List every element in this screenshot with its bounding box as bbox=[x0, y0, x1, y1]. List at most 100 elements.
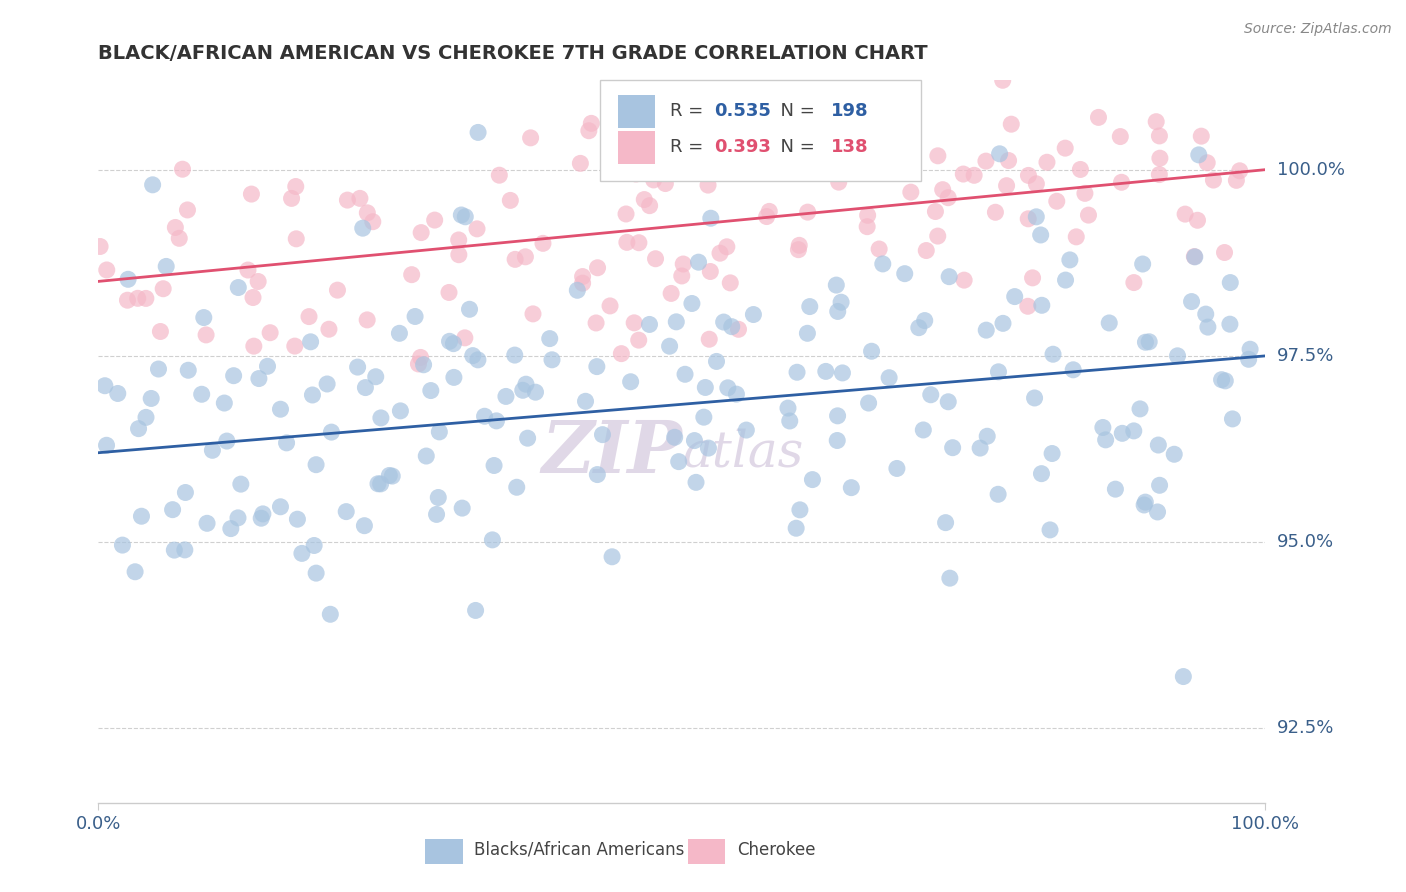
Point bbox=[128, 422, 150, 436]
Point bbox=[718, 276, 741, 290]
Point bbox=[868, 242, 890, 256]
Point bbox=[1184, 250, 1206, 264]
Point bbox=[779, 414, 801, 428]
Point bbox=[349, 191, 371, 205]
Point bbox=[94, 378, 117, 392]
Point bbox=[569, 156, 592, 170]
Point bbox=[574, 394, 596, 409]
Point bbox=[172, 162, 194, 177]
Point bbox=[1017, 299, 1039, 313]
Point bbox=[586, 260, 609, 275]
Point bbox=[974, 323, 997, 337]
Point bbox=[974, 154, 997, 169]
Point bbox=[474, 409, 496, 424]
Text: Blacks/African Americans: Blacks/African Americans bbox=[474, 841, 685, 859]
Point bbox=[458, 302, 481, 317]
Point bbox=[828, 175, 851, 189]
Point bbox=[1094, 433, 1116, 447]
Point bbox=[316, 376, 339, 391]
Point bbox=[415, 449, 437, 463]
Point bbox=[155, 260, 177, 274]
Point bbox=[709, 246, 731, 260]
Text: R =: R = bbox=[671, 138, 709, 156]
Point bbox=[1197, 320, 1219, 334]
Point bbox=[356, 206, 378, 220]
Point bbox=[467, 125, 489, 139]
Point bbox=[163, 543, 186, 558]
Point bbox=[877, 370, 900, 384]
Point bbox=[1147, 438, 1170, 452]
Point bbox=[1149, 128, 1171, 143]
Point bbox=[285, 232, 308, 246]
Point bbox=[176, 202, 198, 217]
Point bbox=[735, 423, 758, 437]
Point bbox=[503, 348, 526, 362]
Point bbox=[173, 542, 195, 557]
Point bbox=[447, 248, 470, 262]
Point bbox=[643, 173, 665, 187]
Point bbox=[467, 352, 489, 367]
Point bbox=[326, 283, 349, 297]
Point bbox=[610, 346, 633, 360]
Point bbox=[801, 473, 824, 487]
Point bbox=[259, 326, 281, 340]
Point bbox=[141, 392, 163, 406]
Point bbox=[1213, 245, 1236, 260]
Point bbox=[443, 370, 465, 384]
Point bbox=[1031, 467, 1053, 481]
Point bbox=[302, 539, 325, 553]
Point bbox=[727, 322, 749, 336]
Point bbox=[89, 239, 111, 253]
Point bbox=[856, 219, 879, 234]
Point bbox=[1098, 316, 1121, 330]
Point bbox=[1025, 177, 1047, 191]
Point bbox=[1188, 148, 1211, 162]
Point bbox=[787, 243, 810, 257]
Point bbox=[720, 319, 742, 334]
Point bbox=[581, 116, 603, 130]
Point bbox=[236, 263, 259, 277]
Point bbox=[912, 423, 935, 437]
Point bbox=[1137, 334, 1160, 349]
Point bbox=[353, 518, 375, 533]
Point bbox=[673, 368, 696, 382]
Point bbox=[827, 304, 849, 318]
Point bbox=[1149, 168, 1171, 182]
Point bbox=[335, 505, 357, 519]
Point bbox=[671, 268, 693, 283]
FancyBboxPatch shape bbox=[688, 838, 725, 864]
Point bbox=[693, 410, 716, 425]
Point bbox=[515, 377, 537, 392]
Point bbox=[1000, 117, 1022, 131]
Point bbox=[787, 238, 810, 252]
Point bbox=[872, 257, 894, 271]
Point bbox=[482, 458, 505, 473]
Point bbox=[1237, 352, 1260, 367]
Point bbox=[668, 455, 690, 469]
Point bbox=[987, 487, 1010, 501]
Point bbox=[695, 380, 717, 394]
Point bbox=[1004, 289, 1026, 303]
Point bbox=[717, 381, 740, 395]
Point bbox=[827, 409, 849, 423]
Point bbox=[1174, 207, 1197, 221]
Point bbox=[567, 283, 589, 297]
Point bbox=[1122, 276, 1144, 290]
Point bbox=[250, 511, 273, 525]
Point bbox=[1222, 412, 1244, 426]
Point bbox=[1197, 155, 1219, 169]
Point bbox=[571, 276, 593, 290]
Point bbox=[997, 153, 1019, 168]
Point bbox=[969, 441, 991, 455]
Point bbox=[152, 282, 174, 296]
Point bbox=[425, 508, 447, 522]
Point bbox=[1225, 173, 1247, 187]
Point bbox=[167, 231, 190, 245]
Point bbox=[1146, 505, 1168, 519]
Point bbox=[939, 571, 962, 585]
Point bbox=[229, 477, 252, 491]
Point bbox=[1189, 129, 1212, 144]
Point bbox=[485, 414, 508, 428]
Point bbox=[427, 425, 450, 439]
Point bbox=[638, 318, 661, 332]
